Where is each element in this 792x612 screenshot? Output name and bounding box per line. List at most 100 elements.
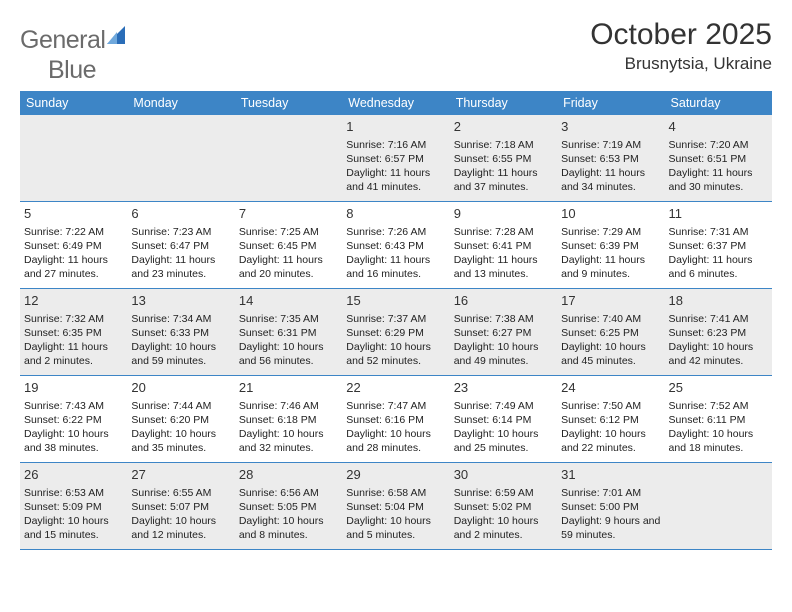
- sunset-text: Sunset: 6:31 PM: [239, 326, 338, 340]
- sunrise-text: Sunrise: 7:37 AM: [346, 312, 445, 326]
- sunset-text: Sunset: 5:04 PM: [346, 500, 445, 514]
- day-number: 26: [24, 466, 123, 484]
- day-number: 30: [454, 466, 553, 484]
- sunset-text: Sunset: 6:33 PM: [131, 326, 230, 340]
- daylight-text: Daylight: 10 hours and 52 minutes.: [346, 340, 445, 368]
- sunrise-text: Sunrise: 7:44 AM: [131, 399, 230, 413]
- day-number: 3: [561, 118, 660, 136]
- daylight-text: Daylight: 11 hours and 20 minutes.: [239, 253, 338, 281]
- daylight-text: Daylight: 11 hours and 9 minutes.: [561, 253, 660, 281]
- day-cell: 16Sunrise: 7:38 AMSunset: 6:27 PMDayligh…: [450, 289, 557, 375]
- sunset-text: Sunset: 6:35 PM: [24, 326, 123, 340]
- sunset-text: Sunset: 6:14 PM: [454, 413, 553, 427]
- day-cell: 31Sunrise: 7:01 AMSunset: 5:00 PMDayligh…: [557, 463, 664, 549]
- daylight-text: Daylight: 11 hours and 13 minutes.: [454, 253, 553, 281]
- day-number: 15: [346, 292, 445, 310]
- week-row: 1Sunrise: 7:16 AMSunset: 6:57 PMDaylight…: [20, 115, 772, 202]
- day-number: 5: [24, 205, 123, 223]
- day-number: 19: [24, 379, 123, 397]
- day-cell: 28Sunrise: 6:56 AMSunset: 5:05 PMDayligh…: [235, 463, 342, 549]
- header-bar: General October 2025 Brusnytsia, Ukraine: [20, 18, 772, 74]
- sunset-text: Sunset: 6:29 PM: [346, 326, 445, 340]
- sunrise-text: Sunrise: 7:41 AM: [669, 312, 768, 326]
- sunrise-text: Sunrise: 7:25 AM: [239, 225, 338, 239]
- sunrise-text: Sunrise: 7:18 AM: [454, 138, 553, 152]
- day-number: 21: [239, 379, 338, 397]
- day-cell: 15 Sunrise: 7:37 AMSunset: 6:29 PMDayligh…: [342, 289, 449, 375]
- day-cell: 17Sunrise: 7:40 AMSunset: 6:25 PMDayligh…: [557, 289, 664, 375]
- daylight-text: Daylight: 11 hours and 16 minutes.: [346, 253, 445, 281]
- sunset-text: Sunset: 5:09 PM: [24, 500, 123, 514]
- day-number: 22: [346, 379, 445, 397]
- daylight-text: Daylight: 10 hours and 15 minutes.: [24, 514, 123, 542]
- day-number: 16: [454, 292, 553, 310]
- sunrise-text: Sunrise: 7:34 AM: [131, 312, 230, 326]
- sunrise-text: Sunrise: 7:35 AM: [239, 312, 338, 326]
- sunset-text: Sunset: 6:57 PM: [346, 152, 445, 166]
- sunrise-text: Sunrise: 7:46 AM: [239, 399, 338, 413]
- sunset-text: Sunset: 6:49 PM: [24, 239, 123, 253]
- daylight-text: Daylight: 11 hours and 27 minutes.: [24, 253, 123, 281]
- daylight-text: Daylight: 10 hours and 56 minutes.: [239, 340, 338, 368]
- sunset-text: Sunset: 6:45 PM: [239, 239, 338, 253]
- day-number: 24: [561, 379, 660, 397]
- sunrise-text: Sunrise: 6:53 AM: [24, 486, 123, 500]
- day-cell: 25Sunrise: 7:52 AMSunset: 6:11 PMDayligh…: [665, 376, 772, 462]
- daylight-text: Daylight: 10 hours and 5 minutes.: [346, 514, 445, 542]
- sunrise-text: Sunrise: 7:47 AM: [346, 399, 445, 413]
- sunrise-text: Sunrise: 7:22 AM: [24, 225, 123, 239]
- day-cell: 30Sunrise: 6:59 AMSunset: 5:02 PMDayligh…: [450, 463, 557, 549]
- sunrise-text: Sunrise: 7:32 AM: [24, 312, 123, 326]
- sunrise-text: Sunrise: 7:31 AM: [669, 225, 768, 239]
- day-number: 10: [561, 205, 660, 223]
- sunset-text: Sunset: 6:20 PM: [131, 413, 230, 427]
- sunrise-text: Sunrise: 7:49 AM: [454, 399, 553, 413]
- day-cell: 20Sunrise: 7:44 AMSunset: 6:20 PMDayligh…: [127, 376, 234, 462]
- week-row: 12 Sunrise: 7:32 AMSunset: 6:35 PM Dayligh…: [20, 289, 772, 376]
- day-number: 23: [454, 379, 553, 397]
- sunrise-text: Sunrise: 6:58 AM: [346, 486, 445, 500]
- week-row: 5Sunrise: 7:22 AMSunset: 6:49 PMDaylight…: [20, 202, 772, 289]
- sunrise-text: Sunrise: 7:16 AM: [346, 138, 445, 152]
- daylight-text: Daylight: 10 hours and 59 minutes.: [131, 340, 230, 368]
- day-number: 25: [669, 379, 768, 397]
- day-number: 6: [131, 205, 230, 223]
- day-number: 31: [561, 466, 660, 484]
- calendar-grid: Sunday Monday Tuesday Wednesday Thursday…: [20, 91, 772, 550]
- sunset-text: Sunset: 6:22 PM: [24, 413, 123, 427]
- day-number: 14: [239, 292, 338, 310]
- daylight-text: Daylight: 10 hours and 8 minutes.: [239, 514, 338, 542]
- day-number: 29: [346, 466, 445, 484]
- day-cell: 19Sunrise: 7:43 AMSunset: 6:22 PMDayligh…: [20, 376, 127, 462]
- daylight-text: Daylight: 11 hours and 30 minutes.: [669, 166, 768, 194]
- day-number: 7: [239, 205, 338, 223]
- daylight-text: Daylight: 11 hours and 6 minutes.: [669, 253, 768, 281]
- sunset-text: Sunset: 6:25 PM: [561, 326, 660, 340]
- day-cell: 23Sunrise: 7:49 AMSunset: 6:14 PMDayligh…: [450, 376, 557, 462]
- sunset-text: Sunset: 5:07 PM: [131, 500, 230, 514]
- daylight-text: Daylight: 10 hours and 18 minutes.: [669, 427, 768, 455]
- sunrise-text: Sunrise: 6:59 AM: [454, 486, 553, 500]
- day-cell: 29 Sunrise: 6:58 AMSunset: 5:04 PMDayligh…: [342, 463, 449, 549]
- day-cell: 2Sunrise: 7:18 AMSunset: 6:55 PMDaylight…: [450, 115, 557, 201]
- sunset-text: Sunset: 6:53 PM: [561, 152, 660, 166]
- brand-word-2: Blue: [48, 56, 96, 84]
- day-number: 2: [454, 118, 553, 136]
- sunset-text: Sunset: 5:02 PM: [454, 500, 553, 514]
- sunrise-text: Sunrise: 6:56 AM: [239, 486, 338, 500]
- daylight-text: Daylight: 10 hours and 38 minutes.: [24, 427, 123, 455]
- daylight-text: Daylight: 10 hours and 22 minutes.: [561, 427, 660, 455]
- day-cell: 7 Sunrise: 7:25 AMSunset: 6:45 PMDaylight…: [235, 202, 342, 288]
- day-cell: 18Sunrise: 7:41 AMSunset: 6:23 PMDayligh…: [665, 289, 772, 375]
- day-cell: 27Sunrise: 6:55 AMSunset: 5:07 PMDayligh…: [127, 463, 234, 549]
- sunrise-text: Sunrise: 7:19 AM: [561, 138, 660, 152]
- sunrise-text: Sunrise: 7:20 AM: [669, 138, 768, 152]
- daylight-text: Daylight: 11 hours and 34 minutes.: [561, 166, 660, 194]
- daylight-text: Daylight: 9 hours and 59 minutes.: [561, 514, 660, 542]
- daylight-text: Daylight: 10 hours and 32 minutes.: [239, 427, 338, 455]
- sunrise-text: Sunrise: 7:40 AM: [561, 312, 660, 326]
- sunset-text: Sunset: 5:00 PM: [561, 500, 660, 514]
- sunrise-text: Sunrise: 7:29 AM: [561, 225, 660, 239]
- day-number: 8: [346, 205, 445, 223]
- day-number: 12: [24, 292, 123, 310]
